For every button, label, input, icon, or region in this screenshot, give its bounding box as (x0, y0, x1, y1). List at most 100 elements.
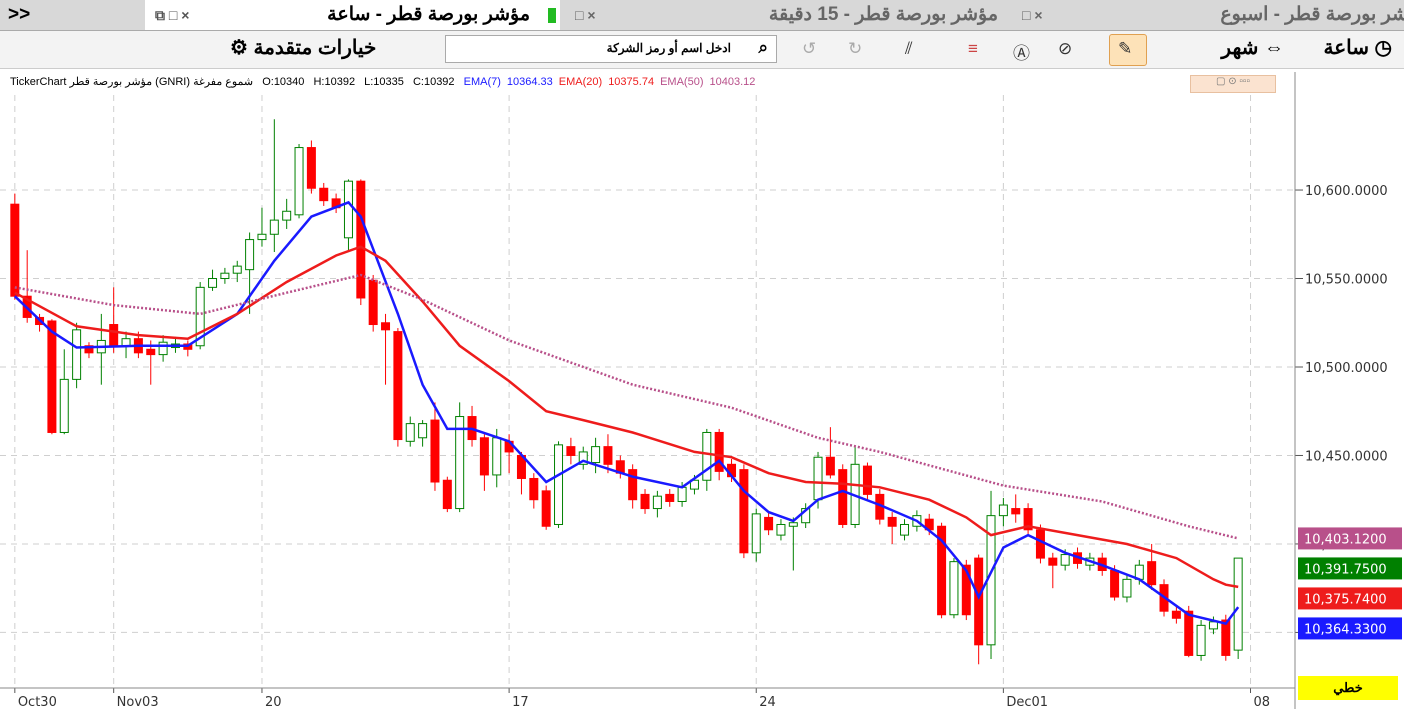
tab-controls[interactable]: × □ (575, 7, 596, 23)
info-low: L:10335 (364, 76, 404, 88)
ema-line (14, 273, 1239, 540)
indicator-icon[interactable]: ⊘ (1058, 39, 1073, 58)
candle-body (343, 180, 353, 239)
candle-body (603, 446, 613, 465)
chart-type[interactable]: خطي (1298, 676, 1398, 700)
draw-tool[interactable] (1109, 34, 1147, 66)
candle-body (294, 147, 304, 216)
candle-body (801, 508, 811, 524)
candle-body (381, 322, 391, 331)
redo-icon[interactable]: ↻ (848, 39, 863, 58)
price-tag-box (1298, 557, 1402, 580)
candle-body (900, 523, 910, 536)
candle-body (257, 233, 267, 241)
advanced-options[interactable]: خيارات متقدمة ⚙ (230, 37, 377, 59)
candle-body (356, 180, 366, 299)
tab-controls[interactable]: × □ (1022, 7, 1043, 23)
tab[interactable]: شر بورصة قطر - اسبوع × □ (1012, 0, 1404, 30)
tab-title: مؤشر بورصة قطر - ساعة (327, 4, 530, 25)
candle-body (998, 504, 1008, 517)
info-close: C:10392 (412, 76, 455, 88)
candle-body (1221, 619, 1231, 656)
x-tick-label: Nov03 (117, 695, 159, 709)
candle-body (1060, 554, 1070, 566)
price-tag: 10,375.7400 (1298, 587, 1402, 610)
pen-icon[interactable]: ✎ (1118, 39, 1133, 58)
info-high: H:10392 (313, 76, 356, 88)
info-open: O:10340 (262, 76, 305, 88)
candle-body (788, 522, 798, 527)
x-tick-label: Dec01 (1006, 695, 1048, 709)
candle-body (1147, 561, 1157, 586)
candle-body (714, 431, 724, 472)
candle-body (862, 465, 872, 495)
x-tick-label: 08 (1254, 695, 1271, 709)
candle-body (838, 469, 848, 525)
candle-body (529, 477, 539, 501)
interval-hour[interactable]: ◷ ساعة (1323, 37, 1392, 59)
candle-body (232, 265, 242, 274)
tab-scroll[interactable]: << (8, 4, 31, 25)
price-tag-label: 10,364.3300 (1304, 622, 1387, 637)
candle-body (652, 495, 662, 510)
candle-body (84, 345, 94, 354)
alert-icon[interactable]: Ⓐ (1013, 44, 1030, 63)
tab[interactable]: مؤشر بورصة قطر - ساعة × □ ⧉ (145, 0, 560, 30)
x-tick-label: 17 (512, 695, 529, 709)
price-tag: 10,403.1200 (1298, 527, 1402, 550)
tab-title: شر بورصة قطر - اسبوع (1220, 4, 1404, 25)
candle-body (1023, 508, 1033, 531)
tab-marker (548, 8, 556, 23)
candle-body (776, 523, 786, 536)
candle-body (1208, 621, 1218, 630)
candle-body (566, 446, 576, 456)
candle-body (492, 437, 502, 476)
tab[interactable]: مؤشر بورصة قطر - 15 دقيقة × □ (565, 0, 1010, 30)
period-month[interactable]: ⇔ شهر (1221, 37, 1284, 59)
candle-body (245, 239, 255, 271)
x-tick-label: 20 (265, 695, 282, 709)
candle-body (442, 479, 452, 510)
candle-body (319, 187, 329, 202)
candle-body (1184, 610, 1194, 656)
candle-body (158, 341, 168, 356)
candle-body (208, 278, 218, 288)
price-tag: 10,364.3300 (1298, 617, 1402, 640)
tab-controls[interactable]: × □ ⧉ (155, 7, 190, 23)
candle-body (393, 331, 403, 441)
label: شهر (1221, 37, 1259, 59)
candle-body (1035, 529, 1045, 559)
price-tag-box (1298, 587, 1402, 610)
compare-icon[interactable]: ⫽ (905, 39, 913, 58)
candle-body (1171, 610, 1181, 619)
ema-value: 10364.33 (506, 76, 553, 88)
candle-body (405, 423, 415, 442)
search-placeholder: ادخل اسم أو رمز الشركة (606, 41, 731, 55)
candle-body (282, 210, 292, 221)
candle-body (109, 324, 119, 347)
undo-icon[interactable]: ↺ (802, 39, 817, 58)
candle-body (739, 469, 749, 554)
candle-body (689, 479, 699, 490)
ema-name: EMA(20) (558, 76, 603, 88)
candle-body (1196, 624, 1206, 656)
price-tag: 10,391.7500 (1298, 557, 1402, 580)
toolbar: ◷ ساعة ⇔ شهر ✎ ⊘ Ⓐ ≡ ⫽ ↻ ↺ ادخل اسم أو ر… (0, 31, 1404, 69)
candle-body (825, 456, 835, 476)
candle-body (937, 525, 947, 616)
candle-body (1110, 569, 1120, 598)
search-box[interactable]: ادخل اسم أو رمز الشركة ⌕ (445, 35, 777, 63)
panel-controls[interactable]: ▢ ⊙ ▫▫▫ (1190, 75, 1276, 93)
ema-value: 10375.74 (608, 76, 655, 88)
price-tag-label: 10,375.7400 (1304, 592, 1387, 607)
ema-line (14, 245, 1239, 589)
candle-body (961, 564, 971, 616)
y-tick-label: 10,450.0000 (1305, 449, 1388, 464)
candle-body (1233, 557, 1243, 651)
levels-icon[interactable]: ≡ (968, 39, 978, 58)
ema-name: EMA(50) (660, 76, 704, 88)
ema-value: 10403.12 (709, 76, 756, 88)
price-tag-box (1298, 527, 1402, 550)
